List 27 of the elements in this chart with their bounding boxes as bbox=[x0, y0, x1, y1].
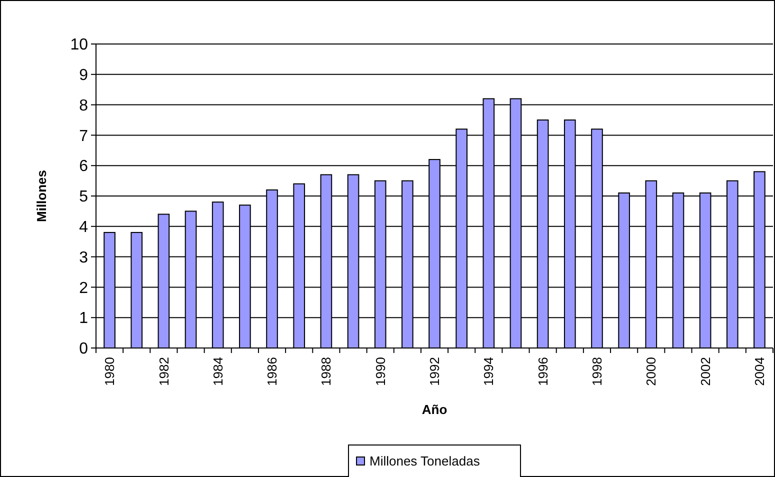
y-tick-label: 8 bbox=[79, 97, 88, 114]
y-tick-label: 4 bbox=[79, 219, 88, 236]
y-tick-label: 1 bbox=[79, 310, 88, 328]
x-axis-title: Año bbox=[422, 402, 448, 417]
x-tick-label: 1988 bbox=[318, 357, 334, 386]
y-tick-label: 2 bbox=[79, 280, 88, 297]
x-tick-label: 2000 bbox=[644, 357, 659, 386]
y-tick-label: 3 bbox=[79, 249, 88, 266]
y-tick-label: 10 bbox=[70, 36, 88, 54]
y-tick-label: 6 bbox=[79, 158, 88, 176]
x-tick-label: 2004 bbox=[752, 357, 768, 386]
x-tick-label: 1986 bbox=[264, 357, 280, 386]
x-tick-label: 1996 bbox=[535, 357, 550, 386]
x-tick-label: 1990 bbox=[372, 357, 388, 386]
x-tick-label: 1984 bbox=[210, 357, 226, 386]
x-tick-label: 1994 bbox=[481, 357, 496, 386]
x-tick-label: 1992 bbox=[427, 357, 442, 386]
x-tick-label: 1982 bbox=[156, 357, 172, 386]
y-tick-label: 5 bbox=[79, 188, 88, 206]
legend-label: Millones Toneladas bbox=[370, 454, 480, 469]
x-tick-label: 1980 bbox=[102, 357, 118, 386]
y-tick-label: 0 bbox=[79, 340, 88, 358]
y-tick-label: 7 bbox=[79, 128, 88, 145]
x-tick-label: 1998 bbox=[590, 357, 605, 386]
x-tick-label: 2002 bbox=[698, 357, 713, 386]
y-axis-title: Millones bbox=[34, 170, 49, 222]
y-tick-label: 9 bbox=[79, 67, 88, 84]
